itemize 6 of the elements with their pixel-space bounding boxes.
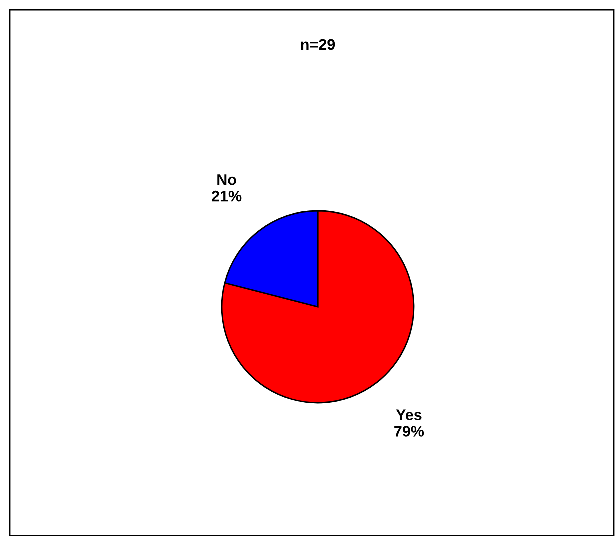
pie-slice: [221, 210, 415, 404]
chart-title: n=29: [301, 39, 336, 50]
data-label: 21%: [212, 190, 242, 202]
data-label: 79%: [394, 426, 424, 437]
slice-label: Yes: [396, 410, 422, 420]
slice-label: No: [218, 174, 236, 186]
